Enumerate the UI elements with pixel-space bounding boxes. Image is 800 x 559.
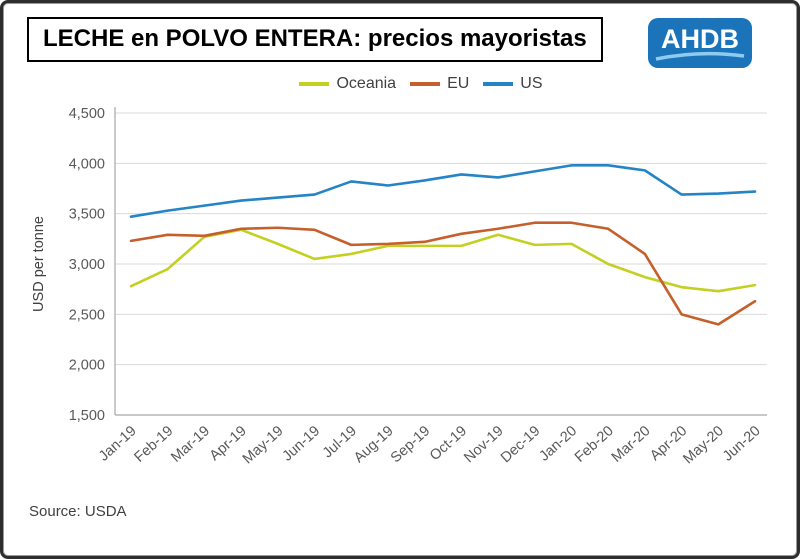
page-title: LECHE en POLVO ENTERA: precios mayorista… [27, 17, 603, 62]
legend-item-us: US [483, 75, 543, 93]
series-line-us [129, 164, 757, 218]
legend-swatch-oceania [299, 82, 330, 86]
y-tick-label: 3,500 [69, 207, 105, 223]
x-tick-label: Mar-19 [168, 423, 213, 466]
legend-item-eu: EU [410, 75, 469, 93]
legend-label: US [520, 75, 543, 92]
y-axis-title: USD per tonne [31, 216, 47, 312]
x-tick-label: May-19 [240, 423, 287, 467]
y-tick-label: 4,500 [69, 106, 105, 122]
y-tick-label: 2,000 [69, 358, 105, 374]
x-tick-label: Aug-19 [351, 423, 396, 466]
x-tick-label: Feb-20 [572, 423, 617, 466]
y-tick-label: 2,500 [69, 307, 105, 323]
x-tick-label: May-20 [680, 423, 727, 467]
x-tick-label: Jan-20 [536, 423, 580, 465]
line-chart: 1,500 2,000 2,500 3,000 3,500 4,000 4,500 USD p… [31, 106, 767, 467]
x-tick-label: Jun-19 [280, 423, 324, 465]
ahdb-logo: AHDB [647, 17, 753, 69]
header: LECHE en POLVO ENTERA: precios mayorista… [27, 17, 775, 69]
source-note: Source: USDA [29, 503, 127, 520]
x-tick-label: Jun-20 [720, 423, 764, 465]
legend-label: Oceania [336, 75, 397, 92]
x-tick-label: Nov-19 [461, 423, 506, 466]
x-tick-label: Sep-19 [388, 423, 433, 466]
page-title-text: LECHE en POLVO ENTERA: precios mayorista… [43, 25, 587, 52]
y-tick-label: 1,500 [69, 408, 105, 424]
legend-swatch-us [483, 82, 514, 86]
legend-label: EU [447, 75, 470, 92]
y-tick-label: 3,000 [69, 257, 105, 273]
chart-legend: Oceania EU US [67, 75, 775, 93]
series-line-eu [129, 221, 757, 326]
legend-item-oceania: Oceania [299, 75, 396, 93]
x-tick-label: Mar-20 [609, 423, 654, 466]
y-tick-label: 4,000 [69, 156, 105, 172]
ahdb-logo-swoosh-icon [655, 51, 745, 61]
ahdb-logo-text: AHDB [661, 24, 739, 54]
legend-swatch-eu [410, 82, 441, 86]
x-tick-label: Dec-19 [498, 423, 543, 466]
x-tick-label: Feb-19 [132, 423, 177, 466]
chart-area: 1,500 2,000 2,500 3,000 3,500 4,000 4,500 USD p… [27, 95, 775, 501]
x-tick-label: Jan-19 [96, 423, 140, 465]
